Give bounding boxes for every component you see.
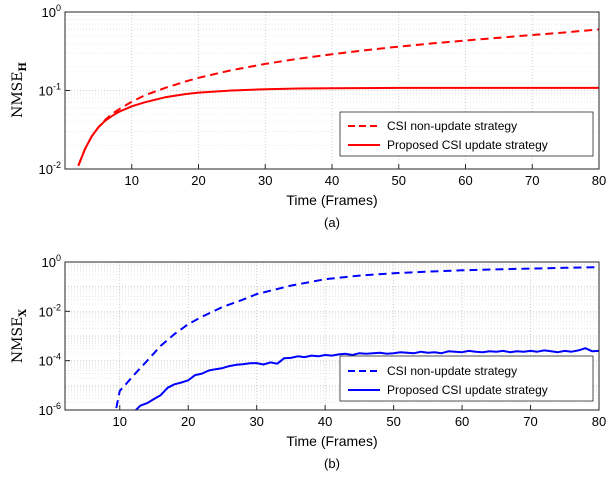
panel-b-x-tick-label: 30: [249, 414, 263, 429]
panel-a-y-tick-label: 100: [42, 3, 61, 20]
panel-a-x-tick-label: 80: [592, 173, 606, 188]
panel-a-series: [77, 28, 599, 167]
panel-b-legend: CSI non-update strategy Proposed CSI upd…: [339, 355, 594, 402]
panel-b-y-ticks: 10-6 10-4 10-2 100: [39, 253, 70, 418]
panel-b-y-tick-label: 10-2: [39, 302, 61, 319]
panel-a-x-tick-label: 70: [525, 173, 539, 188]
panel-b-x-tick-label: 60: [455, 414, 469, 429]
panel-b-legend-box: [339, 355, 594, 402]
panel-a-x-tick-label: 60: [458, 173, 472, 188]
panel-b-x-tick-label: 70: [523, 414, 537, 429]
panel-b-x-tick-label: 20: [181, 414, 195, 429]
panel-a-x-tick-label: 40: [325, 173, 339, 188]
panel-a-chart: 10 20 30 40 50 60 70 80 10-2 10-1 100 Time (Frame…: [10, 3, 606, 230]
panel-b-series-proposed-line: [134, 347, 599, 410]
panel-b-y-tick-label: 10-4: [39, 352, 61, 369]
panel-b-x-ticks: 10 20 30 40 50 60 70 80: [113, 405, 606, 429]
panel-a-legend-box: [339, 111, 594, 157]
panel-b-x-tick-label: 10: [113, 414, 127, 429]
panel-b-axes-box: [64, 261, 600, 411]
panel-b-series-non-update-line: [115, 266, 599, 409]
panel-a-series-non-update-line: [77, 28, 599, 167]
panel-b-chart: 10 20 30 40 50 60 70 80 10-6 10-4 10-2 100 Time (F…: [10, 253, 606, 471]
panel-a-legend: CSI non-update strategy Proposed CSI upd…: [339, 111, 594, 157]
panel-a-x-ticks: 10 20 30 40 50 60 70 80: [125, 164, 606, 188]
panel-b-y-tick-label: 10-6: [39, 401, 61, 418]
panel-b-x-axis-label: Time (Frames): [286, 433, 377, 449]
panel-b-x-tick-label: 50: [386, 414, 400, 429]
panel-a-caption: (a): [324, 215, 340, 230]
panel-b-series: [115, 266, 599, 410]
panel-b-caption: (b): [324, 456, 340, 471]
panel-b-legend-label-1: CSI non-update strategy: [387, 364, 517, 378]
panel-a-legend-label-2: Proposed CSI update strategy: [387, 138, 548, 152]
panel-a-x-tick-label: 10: [125, 173, 139, 188]
panel-a-y-tick-label: 10-2: [39, 160, 61, 177]
panel-a-x-tick-label: 50: [392, 173, 406, 188]
panel-a-x-tick-label: 20: [191, 173, 205, 188]
panel-b-x-tick-label: 80: [592, 414, 606, 429]
panel-a-series-proposed-line: [77, 86, 599, 167]
panel-b-y-tick-label: 100: [42, 253, 61, 270]
panel-a-x-axis-label: Time (Frames): [286, 192, 377, 208]
panel-a-legend-label-1: CSI non-update strategy: [387, 119, 517, 133]
panel-a-x-tick-label: 30: [258, 173, 272, 188]
panel-b-x-tick-label: 40: [318, 414, 332, 429]
panel-a-y-tick-label: 10-1: [39, 82, 61, 99]
panel-b-y-axis-label: NMSEX: [10, 309, 29, 363]
panel-b-legend-label-2: Proposed CSI update strategy: [387, 383, 548, 397]
panel-a-y-axis-label: NMSEH: [10, 62, 29, 118]
panel-a-y-ticks: 10-2 10-1 100: [39, 3, 70, 177]
